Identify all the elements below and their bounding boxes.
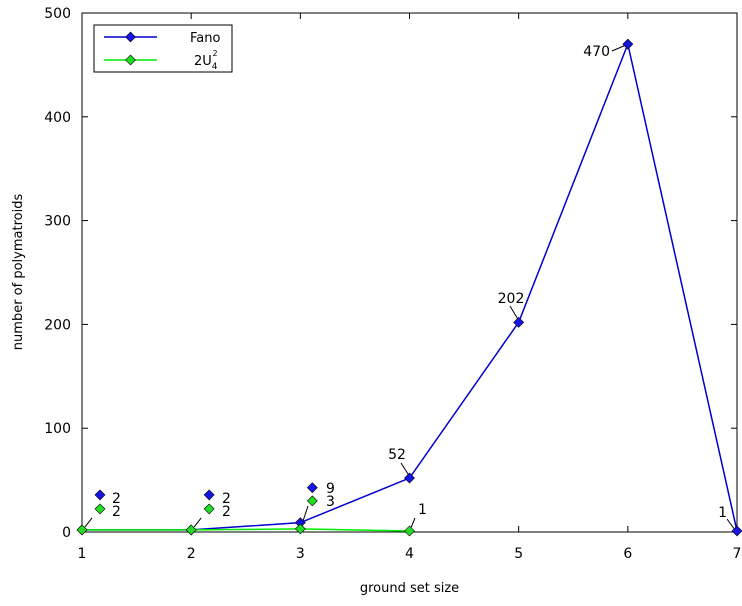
x-tick-label: 1 bbox=[78, 546, 87, 562]
data-marker bbox=[404, 525, 415, 537]
callout-marker bbox=[94, 503, 106, 515]
y-tick-label: 200 bbox=[44, 317, 71, 333]
data-label: 1 bbox=[718, 505, 727, 521]
data-marker bbox=[622, 38, 634, 50]
legend-label-2u-sub: 4 bbox=[212, 62, 218, 72]
callout-marker bbox=[203, 503, 215, 515]
leader-line bbox=[611, 44, 627, 52]
data-label: 1 bbox=[418, 502, 427, 518]
data-markers bbox=[76, 38, 742, 537]
x-tick-label: 3 bbox=[296, 546, 305, 562]
leader-line bbox=[726, 518, 736, 531]
y-tick-label: 300 bbox=[44, 214, 71, 230]
y-tick-label: 400 bbox=[44, 110, 71, 126]
legend-label-2u-sup: 2 bbox=[213, 49, 218, 58]
x-tick-label: 6 bbox=[623, 546, 632, 562]
leader-line bbox=[84, 517, 93, 528]
series-lines bbox=[82, 41, 738, 532]
data-marker bbox=[731, 525, 742, 537]
y-tick-label: 0 bbox=[62, 525, 71, 541]
legend: Fano 2U42 bbox=[93, 24, 233, 73]
data-marker bbox=[185, 524, 197, 536]
callout-marker bbox=[94, 489, 106, 501]
series-line-1 bbox=[82, 528, 410, 532]
data-label: 2 bbox=[112, 504, 121, 520]
callout-marker bbox=[306, 495, 318, 507]
legend-label-2u: 2U42 bbox=[194, 49, 218, 72]
data-marker bbox=[513, 316, 525, 328]
data-marker bbox=[76, 524, 88, 536]
legend-box bbox=[93, 24, 233, 73]
data-label: 202 bbox=[498, 291, 525, 307]
x-tick-label: 4 bbox=[405, 546, 414, 562]
leader-line bbox=[302, 505, 309, 522]
data-label: 2 bbox=[112, 491, 121, 507]
x-tick-label: 7 bbox=[733, 546, 742, 562]
data-label: 3 bbox=[326, 494, 335, 510]
y-axis-label: number of polymatroids bbox=[11, 194, 26, 351]
data-label: 9 bbox=[326, 481, 335, 497]
x-axis-label: ground set size bbox=[360, 581, 459, 596]
legend-label-fano: Fano bbox=[190, 31, 220, 46]
callout-marker bbox=[306, 482, 318, 494]
y-tick-label: 100 bbox=[44, 421, 71, 437]
legend-marker-fano bbox=[125, 31, 136, 43]
data-marker bbox=[294, 523, 306, 535]
leader-line bbox=[193, 517, 202, 528]
data-label: 52 bbox=[388, 447, 406, 463]
data-label: 2 bbox=[222, 491, 231, 507]
x-tick-label: 5 bbox=[514, 546, 523, 562]
legend-marker-2u bbox=[125, 54, 136, 66]
data-label: 470 bbox=[583, 44, 610, 60]
x-tick-label: 2 bbox=[187, 546, 196, 562]
series-line-0 bbox=[82, 41, 738, 532]
data-marker bbox=[404, 472, 415, 484]
callout-marker bbox=[203, 489, 215, 501]
y-tick-label: 500 bbox=[44, 6, 71, 22]
data-label: 2 bbox=[222, 504, 231, 520]
axis-ticks: 1 2 3 4 5 6 7 0 100 200 300 400 500 bbox=[44, 6, 741, 562]
